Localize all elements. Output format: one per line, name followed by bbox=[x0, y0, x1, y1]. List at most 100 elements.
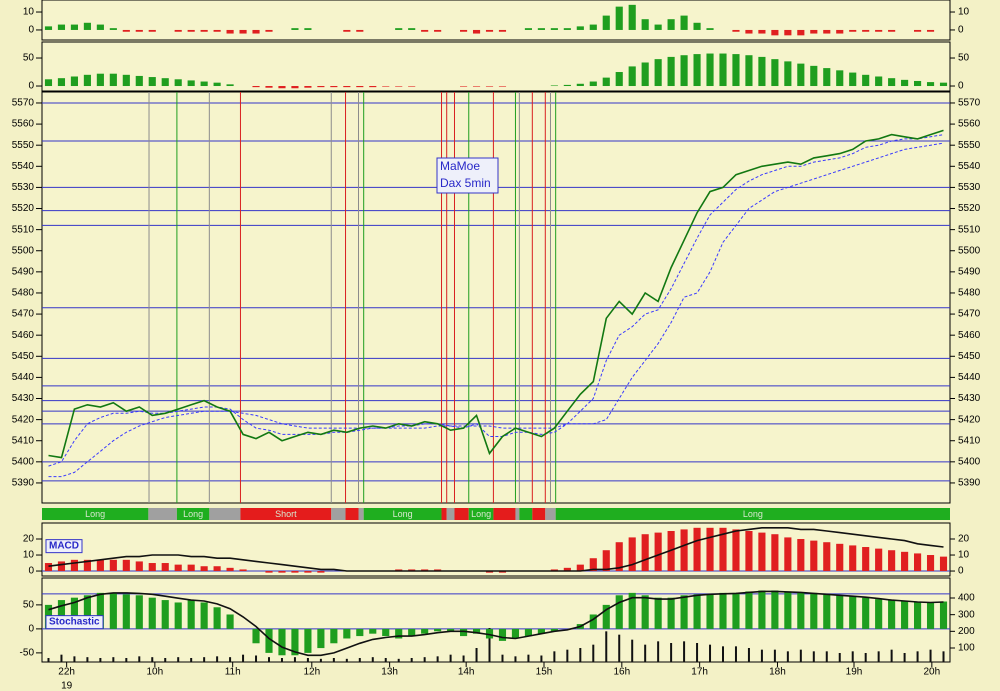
bar bbox=[667, 597, 675, 629]
bar bbox=[784, 591, 792, 629]
bar bbox=[641, 19, 649, 30]
bar bbox=[628, 4, 636, 30]
bar bbox=[485, 571, 494, 573]
bar bbox=[304, 628, 312, 653]
bar bbox=[317, 86, 325, 88]
bar bbox=[148, 597, 156, 629]
bar bbox=[410, 658, 413, 662]
bar bbox=[161, 563, 169, 572]
bar bbox=[592, 644, 595, 662]
y-tick-label: 5550 bbox=[12, 140, 35, 151]
signal-region bbox=[515, 508, 520, 520]
bar bbox=[73, 656, 76, 662]
bar bbox=[784, 29, 792, 36]
y-tick-label-right: 10 bbox=[958, 7, 970, 18]
y-tick-label: 5440 bbox=[12, 372, 35, 383]
bar bbox=[213, 566, 221, 572]
bar bbox=[667, 19, 675, 30]
bar bbox=[135, 29, 143, 32]
bar bbox=[356, 29, 364, 32]
bar bbox=[877, 651, 880, 662]
y-tick-label: 10 bbox=[23, 7, 35, 18]
bar bbox=[745, 29, 753, 34]
bar bbox=[654, 59, 662, 87]
x-tick-label: 20h bbox=[923, 667, 940, 678]
signal-region bbox=[519, 508, 533, 520]
y-tick-label: 50 bbox=[23, 600, 35, 611]
bar bbox=[408, 86, 416, 87]
y-tick-label: 5570 bbox=[12, 98, 35, 109]
bar bbox=[540, 655, 543, 662]
bar bbox=[631, 639, 634, 662]
y-tick-label: 5390 bbox=[12, 478, 35, 489]
bar bbox=[589, 558, 597, 572]
y-tick-label-right: 5470 bbox=[958, 309, 981, 320]
bar bbox=[265, 571, 273, 573]
bar bbox=[57, 600, 66, 629]
bar bbox=[916, 651, 919, 662]
region-label: Long bbox=[743, 509, 763, 519]
bar bbox=[291, 628, 299, 656]
bar bbox=[356, 86, 364, 88]
y2-tick-label: 300 bbox=[958, 609, 975, 620]
bar bbox=[109, 592, 117, 629]
bar bbox=[96, 559, 104, 572]
bar bbox=[914, 80, 922, 87]
bar bbox=[200, 602, 208, 629]
bar bbox=[83, 22, 91, 30]
bar bbox=[343, 86, 351, 88]
bar bbox=[618, 634, 621, 662]
bar bbox=[836, 543, 844, 572]
bar bbox=[926, 29, 935, 32]
y-tick-label: 0 bbox=[28, 566, 34, 577]
bar bbox=[187, 564, 195, 572]
bar bbox=[657, 641, 660, 662]
region-label: Long bbox=[85, 509, 105, 519]
bar bbox=[615, 542, 623, 572]
bar bbox=[942, 651, 945, 662]
bar bbox=[423, 657, 426, 662]
bar bbox=[278, 86, 286, 89]
bar bbox=[226, 614, 234, 629]
y-tick-label-right: 0 bbox=[958, 25, 964, 36]
signal-region bbox=[441, 508, 447, 520]
y2-tick-label: 100 bbox=[958, 643, 975, 654]
bar bbox=[148, 77, 156, 87]
bar bbox=[602, 550, 610, 572]
signal-region bbox=[358, 508, 364, 520]
bar bbox=[888, 550, 896, 572]
bar bbox=[550, 28, 558, 30]
bar bbox=[447, 628, 455, 632]
bar bbox=[268, 657, 270, 662]
bar bbox=[914, 29, 922, 32]
bar bbox=[836, 29, 844, 34]
bar bbox=[252, 29, 260, 34]
bar bbox=[278, 571, 286, 573]
bar bbox=[745, 531, 753, 572]
bar bbox=[823, 542, 831, 572]
bar bbox=[485, 86, 494, 87]
bar bbox=[875, 548, 883, 572]
y-tick-label-right: 10 bbox=[958, 550, 970, 561]
bar bbox=[644, 644, 647, 662]
bar bbox=[57, 78, 66, 87]
bar bbox=[242, 654, 245, 662]
bar bbox=[641, 595, 649, 629]
region-label: Long bbox=[471, 509, 491, 519]
bar bbox=[734, 646, 737, 662]
bar bbox=[330, 628, 338, 644]
bar bbox=[939, 556, 948, 572]
bar bbox=[875, 599, 883, 629]
y-tick-label-right: 5420 bbox=[958, 414, 981, 425]
bar bbox=[330, 86, 338, 88]
bar bbox=[306, 658, 309, 662]
bar bbox=[823, 29, 831, 34]
bar bbox=[758, 590, 766, 629]
line bbox=[48, 590, 944, 657]
line bbox=[48, 134, 944, 467]
bar bbox=[371, 657, 374, 662]
bar bbox=[70, 597, 78, 629]
y-tick-label: 5500 bbox=[12, 245, 35, 256]
bar bbox=[161, 600, 169, 629]
